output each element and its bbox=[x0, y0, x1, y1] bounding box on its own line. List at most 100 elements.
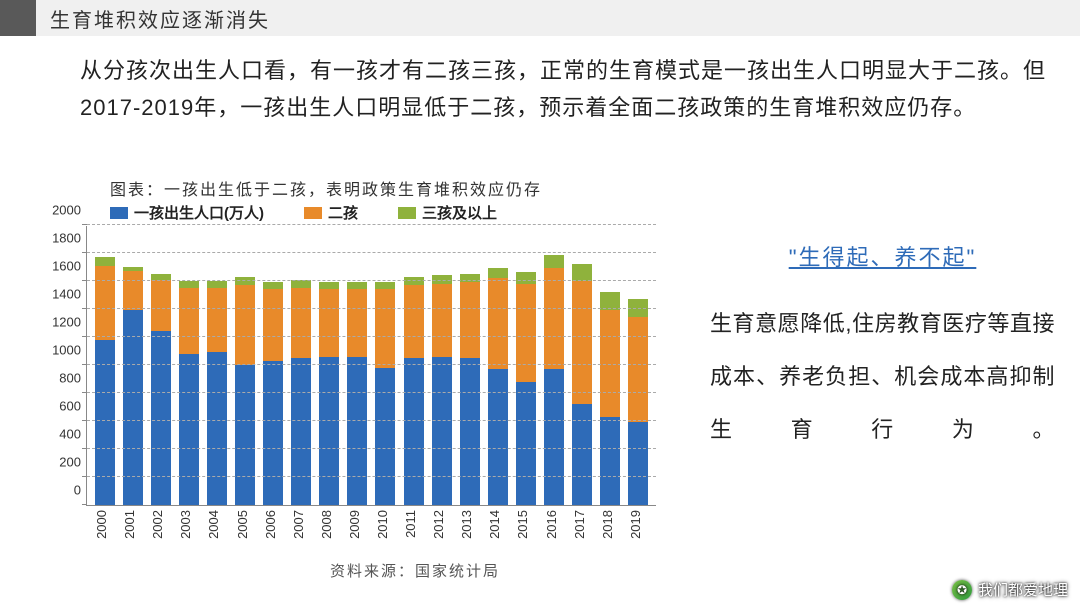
bar-seg-second bbox=[151, 280, 171, 332]
watermark-text: 我们都爱地理 bbox=[978, 579, 1068, 600]
bar-seg-first bbox=[600, 417, 620, 505]
y-tick-mark bbox=[82, 448, 87, 449]
x-tick-label: 2017 bbox=[572, 510, 592, 539]
grid-line bbox=[87, 308, 656, 309]
bar-seg-first bbox=[432, 357, 452, 505]
grid-line bbox=[87, 420, 656, 421]
bar-column bbox=[235, 277, 255, 505]
bar-seg-third bbox=[263, 282, 283, 290]
bar-seg-first bbox=[488, 369, 508, 505]
x-tick-label: 2004 bbox=[206, 510, 226, 539]
bar-seg-third bbox=[572, 264, 592, 281]
bar-column bbox=[544, 255, 564, 505]
bar-seg-third bbox=[488, 268, 508, 279]
watermark-icon: ✪ bbox=[952, 580, 972, 600]
bar-seg-third bbox=[207, 281, 227, 288]
bar-seg-second bbox=[207, 288, 227, 352]
grid-line bbox=[87, 448, 656, 449]
legend-item: 一孩出生人口(万人) bbox=[110, 202, 264, 223]
bar-seg-third bbox=[544, 255, 564, 268]
bar-seg-first bbox=[151, 331, 171, 505]
bar-column bbox=[347, 282, 367, 505]
y-tick-label: 1600 bbox=[39, 259, 87, 274]
bar-column bbox=[628, 299, 648, 505]
grid-line bbox=[87, 280, 656, 281]
x-tick-label: 2014 bbox=[487, 510, 507, 539]
x-tick-label: 2006 bbox=[263, 510, 283, 539]
header-bar: 生育堆积效应逐渐消失 bbox=[0, 0, 1080, 36]
birth-chart: 一孩出生人口(万人) 二孩 三孩及以上 0200400600800100012001… bbox=[30, 198, 670, 558]
bar-seg-first bbox=[628, 422, 648, 505]
x-tick-label: 2000 bbox=[94, 510, 114, 539]
chart-source: 资料来源：国家统计局 bbox=[330, 560, 500, 581]
grid-line bbox=[87, 336, 656, 337]
bar-seg-second bbox=[460, 282, 480, 358]
y-tick-label: 1200 bbox=[39, 315, 87, 330]
grid-line bbox=[87, 364, 656, 365]
y-tick-mark bbox=[82, 224, 87, 225]
bar-seg-second bbox=[544, 268, 564, 369]
bar-seg-second bbox=[263, 289, 283, 360]
bar-column bbox=[207, 281, 227, 505]
bar-column bbox=[319, 282, 339, 505]
bar-seg-first bbox=[179, 354, 199, 505]
bar-seg-third bbox=[375, 282, 395, 290]
bar-seg-third bbox=[460, 274, 480, 282]
y-tick-mark bbox=[82, 364, 87, 365]
bar-seg-second bbox=[572, 281, 592, 404]
bar-seg-first bbox=[207, 352, 227, 505]
bar-seg-third bbox=[347, 282, 367, 290]
slide: 生育堆积效应逐渐消失 从分孩次出生人口看，有一孩才有二孩三孩，正常的生育模式是一… bbox=[0, 0, 1080, 608]
bar-seg-first bbox=[291, 358, 311, 505]
chart-plot-area: 0200400600800100012001400160018002000 bbox=[86, 226, 656, 506]
bar-column bbox=[375, 282, 395, 505]
bar-seg-first bbox=[516, 382, 536, 505]
bar-column bbox=[263, 282, 283, 505]
bar-column bbox=[488, 268, 508, 505]
y-tick-label: 800 bbox=[39, 371, 87, 386]
bar-seg-first bbox=[347, 357, 367, 505]
bar-seg-first bbox=[544, 369, 564, 505]
x-tick-label: 2013 bbox=[459, 510, 479, 539]
legend-swatch bbox=[304, 207, 322, 219]
x-tick-label: 2005 bbox=[235, 510, 255, 539]
chart-x-labels: 2000200120022003200420052006200720082009… bbox=[86, 510, 656, 539]
bar-seg-third bbox=[95, 257, 115, 265]
bar-seg-second bbox=[375, 289, 395, 367]
legend-label: 三孩及以上 bbox=[422, 202, 497, 223]
bar-seg-third bbox=[404, 277, 424, 285]
legend-item: 三孩及以上 bbox=[398, 202, 497, 223]
x-tick-label: 2018 bbox=[600, 510, 620, 539]
right-paragraph: 生育意愿降低,住房教育医疗等直接成本、养老负担、机会成本高抑制生育行为。 bbox=[710, 298, 1055, 456]
x-tick-label: 2012 bbox=[431, 510, 451, 539]
x-tick-label: 2003 bbox=[178, 510, 198, 539]
bar-seg-second bbox=[432, 284, 452, 357]
legend-swatch bbox=[110, 207, 128, 219]
grid-line bbox=[87, 224, 656, 225]
right-column: "生得起、养不起" 生育意愿降低,住房教育医疗等直接成本、养老负担、机会成本高抑… bbox=[710, 240, 1055, 456]
bar-seg-third bbox=[516, 272, 536, 284]
bar-seg-third bbox=[235, 277, 255, 285]
bar-seg-second bbox=[95, 266, 115, 340]
bar-column bbox=[404, 277, 424, 505]
y-tick-mark bbox=[82, 420, 87, 421]
y-tick-mark bbox=[82, 308, 87, 309]
bar-seg-first bbox=[404, 358, 424, 505]
bar-seg-second bbox=[347, 289, 367, 356]
bar-seg-second bbox=[319, 289, 339, 356]
bar-column bbox=[600, 292, 620, 505]
bar-seg-first bbox=[460, 358, 480, 505]
y-tick-label: 1400 bbox=[39, 287, 87, 302]
bar-seg-first bbox=[375, 368, 395, 505]
y-tick-label: 400 bbox=[39, 427, 87, 442]
legend-item: 二孩 bbox=[304, 202, 358, 223]
bar-column bbox=[516, 272, 536, 505]
x-tick-label: 2016 bbox=[544, 510, 564, 539]
x-tick-label: 2008 bbox=[319, 510, 339, 539]
bar-seg-second bbox=[516, 284, 536, 382]
bar-seg-second bbox=[404, 285, 424, 358]
bar-column bbox=[572, 264, 592, 505]
chart-bars bbox=[87, 226, 656, 505]
bar-seg-second bbox=[179, 288, 199, 354]
bar-seg-first bbox=[263, 361, 283, 505]
